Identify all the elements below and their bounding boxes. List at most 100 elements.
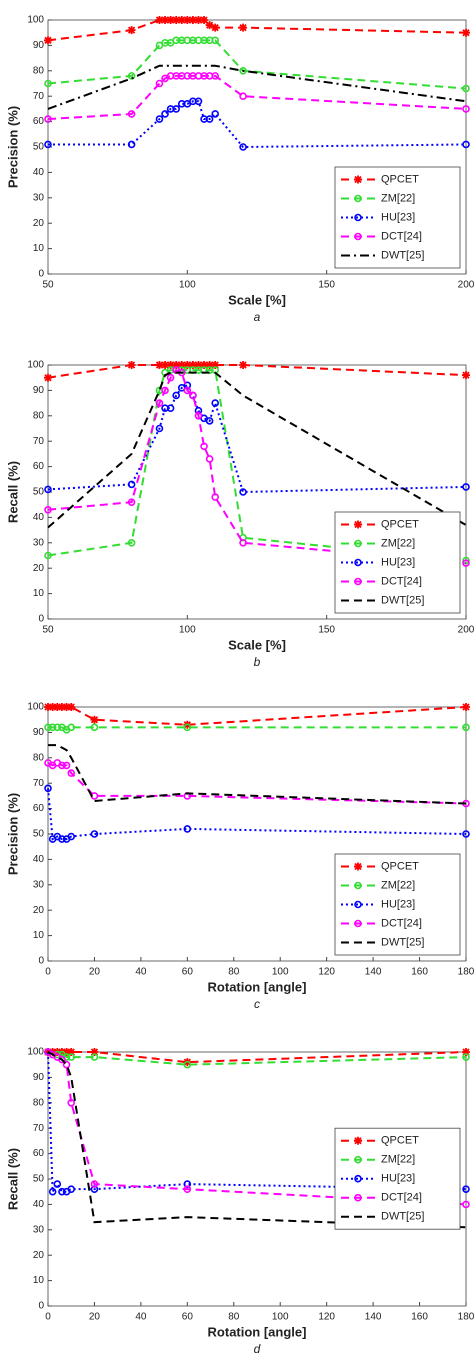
marker	[354, 1155, 362, 1164]
y-tick-label: 0	[38, 614, 44, 625]
y-tick-label: 80	[33, 1097, 45, 1108]
marker	[354, 539, 362, 548]
marker	[183, 381, 192, 390]
marker	[90, 830, 99, 838]
legend-box	[334, 511, 461, 614]
y-tick-label: 80	[33, 752, 45, 763]
marker	[67, 1048, 76, 1056]
x-tick-label: 180	[458, 967, 474, 978]
y-tick-label: 30	[33, 192, 45, 203]
x-tick-label: 200	[458, 280, 474, 291]
x-tick-label: 60	[182, 967, 194, 978]
marker	[462, 84, 470, 93]
marker	[67, 769, 76, 777]
y-tick-label: 20	[33, 563, 45, 574]
y-tick-label: 50	[33, 829, 45, 840]
y-tick-label: 0	[38, 269, 44, 280]
marker	[354, 577, 362, 586]
marker	[127, 361, 136, 369]
legend-label: QPCET	[381, 518, 419, 530]
marker	[127, 140, 136, 149]
x-tick-label: 140	[365, 1312, 382, 1323]
legend-label: ZM[22]	[381, 879, 415, 891]
x-tick-label: 50	[42, 280, 54, 291]
x-tick-label: 100	[272, 1312, 289, 1323]
marker	[53, 723, 62, 732]
marker	[462, 830, 470, 838]
marker	[200, 361, 209, 369]
legend-label: QPCET	[381, 860, 419, 872]
marker	[127, 480, 136, 489]
legend-label: ZM[22]	[381, 537, 415, 549]
marker	[462, 28, 470, 37]
marker	[194, 16, 203, 24]
marker	[239, 23, 248, 32]
x-tick-label: 120	[318, 1312, 335, 1323]
marker	[90, 723, 99, 732]
x-tick-label: 160	[411, 967, 428, 978]
marker	[462, 105, 470, 113]
marker	[44, 36, 52, 45]
marker	[58, 1187, 66, 1196]
legend-box	[334, 166, 461, 269]
marker	[48, 703, 57, 711]
marker	[44, 140, 52, 149]
marker	[161, 361, 170, 369]
y-tick-label: 70	[33, 1123, 45, 1134]
y-tick-label: 10	[33, 588, 45, 599]
marker	[58, 835, 66, 843]
marker	[53, 703, 62, 711]
y-tick-label: 90	[33, 1072, 45, 1083]
marker	[155, 424, 164, 433]
marker	[48, 723, 57, 732]
x-tick-label: 100	[179, 280, 196, 291]
series-line	[48, 744, 467, 805]
marker	[200, 16, 209, 24]
marker	[67, 703, 76, 711]
marker	[183, 361, 192, 369]
y-tick-label: 90	[33, 40, 45, 51]
x-tick-label: 20	[89, 967, 101, 978]
y-tick-label: 70	[33, 436, 45, 447]
marker	[127, 72, 136, 80]
x-tick-label: 200	[458, 625, 474, 636]
marker	[90, 1180, 99, 1188]
y-tick-label: 100	[27, 1047, 44, 1058]
legend-label: HU[23]	[381, 898, 415, 910]
legend-label: DCT[24]	[381, 917, 422, 929]
x-tick-label: 100	[272, 967, 289, 978]
x-tick-label: 80	[228, 967, 240, 978]
marker	[90, 1053, 99, 1061]
marker	[183, 723, 192, 732]
marker	[127, 110, 136, 118]
legend-box	[334, 853, 461, 956]
marker	[166, 361, 175, 369]
marker	[188, 361, 197, 369]
y-tick-label: 0	[38, 956, 44, 967]
marker	[188, 16, 197, 24]
marker	[354, 232, 362, 241]
marker	[211, 361, 220, 369]
marker	[53, 1180, 62, 1188]
x-tick-label: 150	[318, 280, 335, 291]
marker	[189, 391, 197, 400]
y-axis-label: Recall (%)	[5, 461, 20, 523]
y-tick-label: 10	[33, 243, 45, 254]
marker	[462, 483, 470, 491]
y-tick-label: 40	[33, 167, 45, 178]
marker	[462, 1053, 470, 1061]
marker	[183, 1180, 192, 1188]
y-tick-label: 30	[33, 879, 45, 890]
legend: QPCET ZM[22] HU[23] DCT[24] DWT[25]	[334, 166, 461, 269]
y-tick-label: 40	[33, 1199, 45, 1210]
y-tick-label: 90	[33, 727, 45, 738]
x-tick-label: 20	[89, 1312, 101, 1323]
y-tick-label: 10	[33, 930, 45, 941]
marker	[354, 213, 362, 222]
y-tick-label: 80	[33, 410, 45, 421]
marker	[354, 881, 362, 890]
caption: b	[254, 655, 261, 669]
x-tick-label: 0	[45, 967, 51, 978]
marker	[183, 1060, 192, 1069]
marker	[155, 399, 164, 407]
